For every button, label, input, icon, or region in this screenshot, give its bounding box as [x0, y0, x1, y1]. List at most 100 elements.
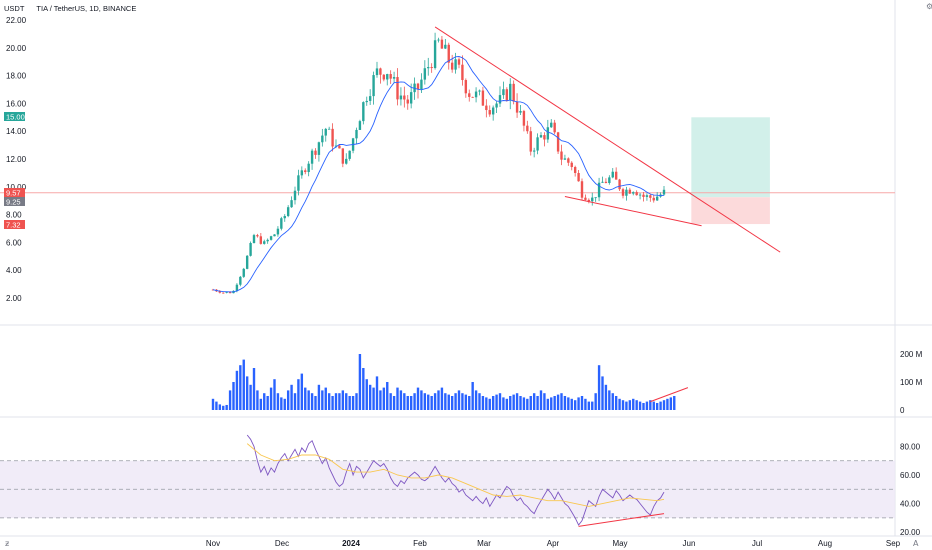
volume-bar [666, 398, 669, 410]
volume-bar [276, 393, 280, 410]
price-trendline [434, 26, 781, 253]
candle-body [632, 192, 635, 194]
volume-bar [673, 396, 676, 410]
candle-body [498, 95, 502, 104]
volume-trendline [650, 387, 689, 403]
volume-bar [321, 390, 324, 410]
candle-body [550, 122, 553, 128]
volume-bar [269, 387, 273, 410]
rsi-tick-label: 80.00 [900, 442, 921, 451]
stop-price-label: 7.32 [6, 221, 21, 230]
volume-bar [573, 400, 577, 410]
candle-body [587, 199, 591, 202]
volume-bar [283, 398, 286, 410]
stop-price-box: 7.32 [4, 220, 25, 230]
volume-bar [327, 393, 331, 410]
volume-bar [638, 401, 642, 410]
last-price-label: 9.57 [6, 189, 21, 198]
candle-body [297, 175, 300, 191]
volume-bar [256, 390, 259, 410]
volume-bar [423, 393, 427, 410]
volume-bar [502, 397, 505, 410]
candle-body [481, 90, 485, 106]
auto-scale-icon[interactable]: A [913, 539, 919, 548]
volume-tick-label: 0 [900, 406, 905, 415]
candle-body [591, 197, 594, 202]
candle-body [396, 77, 399, 100]
candle-body [526, 125, 529, 132]
volume-bar [512, 394, 515, 410]
volume-bar [457, 390, 461, 410]
symbol-title[interactable]: TIA / TetherUS, 1D, BINANCE [36, 4, 137, 13]
price-pane[interactable] [0, 26, 895, 294]
volume-bar [437, 390, 440, 410]
gear-icon[interactable]: ⚙ [926, 2, 932, 11]
candle-body [355, 129, 358, 139]
rsi-pane[interactable] [0, 434, 895, 527]
volume-bar [464, 394, 468, 410]
candle-body [608, 177, 611, 183]
time-axis[interactable]: Nov Dec 2024 Feb Mar Apr May Jun Jul Aug Sep [206, 539, 901, 548]
volume-bar [625, 401, 628, 410]
volume-bar [580, 396, 584, 410]
volume-bar [659, 401, 662, 410]
volume-tick-label: 100 M [900, 378, 923, 387]
volume-bar [392, 396, 396, 410]
candle-body [491, 107, 495, 115]
price-tick-label: 14.00 [6, 127, 27, 136]
volume-bar [286, 390, 290, 410]
candle-body [276, 228, 280, 235]
candle-body [454, 59, 457, 70]
candle-body [348, 150, 351, 159]
volume-bar [372, 387, 375, 410]
volume-bar [386, 382, 389, 410]
candle-body [321, 135, 324, 143]
volume-pane[interactable] [211, 354, 689, 410]
currency-label: USDT [4, 4, 25, 13]
time-tick-label: Dec [275, 539, 289, 548]
volume-bar [509, 396, 512, 410]
volume-bar [591, 401, 594, 410]
time-tick-label: Jul [752, 539, 762, 548]
volume-bar [232, 382, 235, 410]
zoom-icon[interactable]: ƶ [5, 539, 10, 548]
candle-body [440, 39, 444, 49]
volume-bar [252, 368, 256, 410]
axes: 2.00 4.00 6.00 8.00 10.00 12.00 14.00 16.00 18.0… [6, 16, 923, 537]
volume-bar [365, 379, 368, 410]
volume-bar [304, 387, 307, 410]
volume-bar [587, 401, 591, 410]
candle-body [601, 181, 604, 183]
candle-body [645, 195, 649, 197]
candle-body [642, 194, 645, 197]
candle-body [331, 128, 334, 147]
volume-bar [382, 387, 386, 410]
volume-bar [379, 390, 382, 410]
volume-bar [399, 390, 403, 410]
candle-body [437, 39, 440, 41]
volume-bar [413, 393, 416, 410]
volume-bar [614, 396, 618, 410]
candle-body [293, 190, 297, 201]
candle-body [403, 95, 406, 100]
candle-body [628, 189, 632, 194]
volume-bar [669, 397, 673, 410]
price-tick-label: 20.00 [6, 44, 27, 53]
volume-bar [440, 387, 444, 410]
candle-body [290, 200, 293, 208]
candle-body [580, 181, 584, 198]
symbol-header: USDT TIA / TetherUS, 1D, BINANCE [4, 4, 136, 13]
candle-body [242, 268, 245, 277]
candle-body [444, 44, 447, 49]
volume-bar [263, 393, 266, 410]
volume-bar [498, 393, 502, 410]
candle-body [594, 197, 597, 199]
candle-body [614, 171, 618, 180]
candle-body [386, 74, 389, 80]
price-tick-label: 10.00 [6, 183, 27, 192]
volume-bar [485, 397, 488, 410]
time-tick-label: Mar [477, 539, 491, 548]
volume-bar [556, 394, 560, 410]
candle-body [461, 64, 464, 81]
